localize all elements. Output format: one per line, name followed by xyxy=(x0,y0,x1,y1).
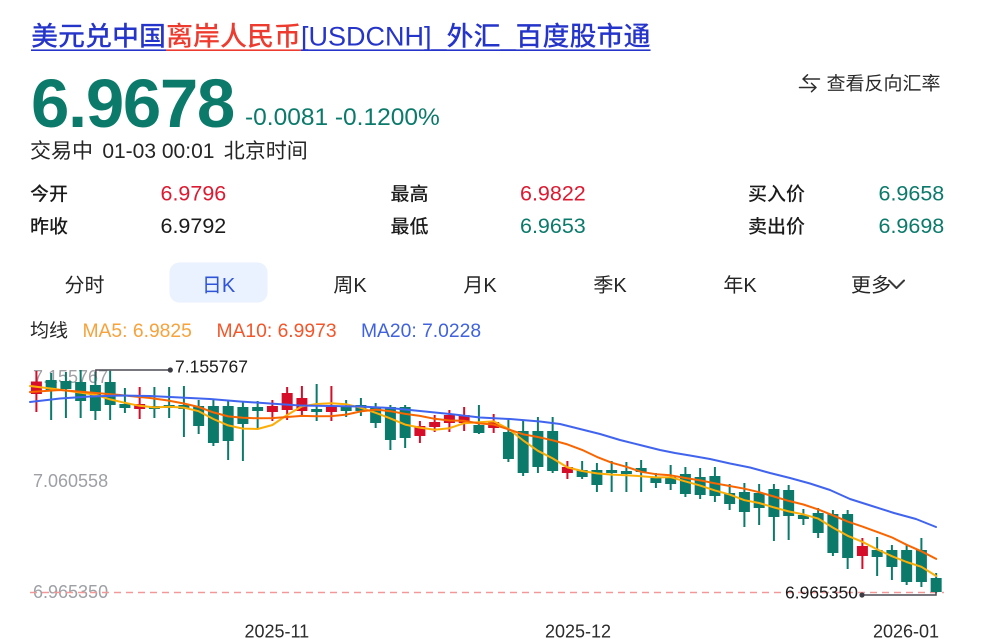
svg-text:MA10: 6.9973: MA10: 6.9973 xyxy=(217,321,337,342)
svg-text:2025-12: 2025-12 xyxy=(545,622,611,639)
svg-text:01-03 00:01: 01-03 00:01 xyxy=(102,140,214,163)
svg-text:K: K xyxy=(222,275,236,297)
svg-text:2026-01: 2026-01 xyxy=(873,622,939,639)
svg-text:7.155767: 7.155767 xyxy=(175,357,248,377)
svg-text:MA20: 7.0228: MA20: 7.0228 xyxy=(361,321,481,342)
svg-text:[USDCNH]_: [USDCNH]_ xyxy=(301,22,448,52)
svg-text:6.965350: 6.965350 xyxy=(785,583,858,603)
svg-text:MA5: 6.9825: MA5: 6.9825 xyxy=(83,321,192,342)
svg-text:6.9658: 6.9658 xyxy=(879,182,945,206)
svg-text:6.9698: 6.9698 xyxy=(879,214,945,238)
svg-text:6.9653: 6.9653 xyxy=(520,214,586,238)
svg-text:2025-11: 2025-11 xyxy=(244,622,309,639)
svg-text:_: _ xyxy=(500,22,517,52)
svg-text:K: K xyxy=(613,275,627,297)
svg-text:-0.0081 -0.1200%: -0.0081 -0.1200% xyxy=(245,104,440,131)
svg-text:6.9796: 6.9796 xyxy=(161,182,227,206)
svg-text:K: K xyxy=(483,275,497,297)
svg-text:K: K xyxy=(353,275,367,297)
svg-text:7.060558: 7.060558 xyxy=(33,471,108,491)
svg-text:K: K xyxy=(743,275,757,297)
svg-text:6.9678: 6.9678 xyxy=(31,65,234,142)
svg-text:6.9822: 6.9822 xyxy=(520,182,586,206)
svg-text:6.9792: 6.9792 xyxy=(161,214,227,238)
